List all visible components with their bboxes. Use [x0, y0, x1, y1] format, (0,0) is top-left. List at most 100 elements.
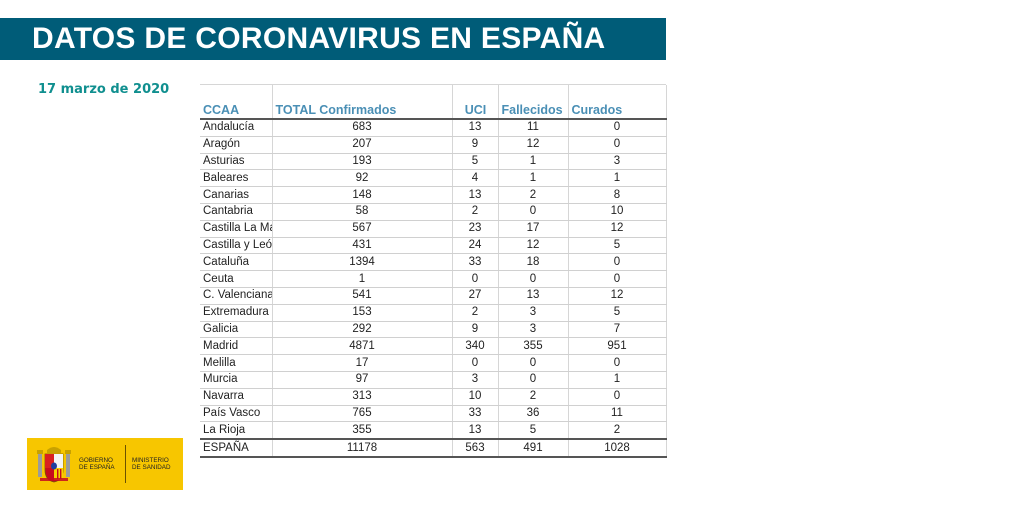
cell-fallecidos: 0 [498, 203, 569, 221]
cell-curados: 1 [568, 371, 667, 389]
cell-name: Cantabria [200, 203, 273, 221]
cell-fallecidos: 5 [498, 421, 569, 440]
cell-name: Madrid [200, 337, 273, 356]
cell-confirmados: 17 [272, 354, 453, 372]
cell-name: C. Valenciana [200, 287, 273, 305]
cell-curados: 1 [568, 169, 667, 188]
cell-name: Canarias [200, 186, 273, 204]
table-row: Murcia 97 3 0 1 [200, 371, 667, 389]
cell-confirmados: 207 [272, 136, 453, 154]
cell-name: Melilla [200, 354, 273, 372]
cell-fallecidos: 0 [498, 371, 569, 389]
cell-fallecidos: 0 [498, 270, 569, 288]
cell-confirmados: 313 [272, 388, 453, 406]
table-row: Melilla 17 0 0 0 [200, 354, 667, 372]
cell-name: ESPAÑA [200, 438, 273, 458]
cell-curados: 0 [568, 119, 667, 137]
table-row: Castilla La Ma 567 23 17 12 [200, 220, 667, 238]
cell-curados: 0 [568, 388, 667, 406]
cell-fallecidos: 13 [498, 287, 569, 305]
table-row: Madrid 4871 340 355 951 [200, 337, 667, 356]
table-row: País Vasco 765 33 36 11 [200, 405, 667, 423]
cell-name: Asturias [200, 153, 273, 171]
cell-curados: 951 [568, 337, 667, 356]
cell-uci: 0 [452, 270, 499, 288]
cell-fallecidos: 12 [498, 136, 569, 154]
cell-name: Ceuta [200, 270, 273, 288]
cell-curados: 0 [568, 136, 667, 154]
cell-confirmados: 431 [272, 237, 453, 255]
ministry-logo: GOBIERNO DE ESPAÑA MINISTERIO DE SANIDAD [27, 438, 183, 490]
logo-divider [125, 445, 126, 483]
cell-fallecidos: 1 [498, 169, 569, 188]
table-row: Cataluña 1394 33 18 0 [200, 253, 667, 272]
cell-uci: 33 [452, 405, 499, 423]
table-row: Galicia 292 9 3 7 [200, 321, 667, 339]
cell-confirmados: 1 [272, 270, 453, 288]
cell-fallecidos: 2 [498, 388, 569, 406]
cell-uci: 10 [452, 388, 499, 406]
table-row: Aragón 207 9 12 0 [200, 136, 667, 154]
cell-name: Aragón [200, 136, 273, 154]
cell-confirmados: 292 [272, 321, 453, 339]
column-header-curados: Curados [568, 85, 667, 120]
cell-curados: 5 [568, 304, 667, 322]
cell-uci: 3 [452, 371, 499, 389]
cell-confirmados: 683 [272, 119, 453, 137]
cell-fallecidos: 11 [498, 119, 569, 137]
table-row: Cantabria 58 2 0 10 [200, 203, 667, 221]
column-header-ccaa: CCAA [200, 85, 273, 120]
cell-fallecidos: 491 [498, 438, 569, 458]
table-row: Extremadura 153 2 3 5 [200, 304, 667, 322]
cell-name: Baleares [200, 169, 273, 188]
table-row: Ceuta 1 0 0 0 [200, 270, 667, 288]
cell-curados: 7 [568, 321, 667, 339]
cell-curados: 12 [568, 220, 667, 238]
cell-uci: 33 [452, 253, 499, 272]
cell-curados: 2 [568, 421, 667, 440]
cell-uci: 563 [452, 438, 499, 458]
cell-curados: 0 [568, 253, 667, 272]
cell-uci: 13 [452, 119, 499, 137]
cell-curados: 8 [568, 186, 667, 204]
cell-fallecidos: 36 [498, 405, 569, 423]
cell-name: Andalucía [200, 119, 273, 137]
cell-confirmados: 541 [272, 287, 453, 305]
cell-name: Castilla La Ma [200, 220, 273, 238]
cell-curados: 1028 [568, 438, 667, 458]
cell-fallecidos: 2 [498, 186, 569, 204]
cell-uci: 23 [452, 220, 499, 238]
cell-uci: 2 [452, 203, 499, 221]
cell-uci: 13 [452, 186, 499, 204]
table-row: Baleares 92 4 1 1 [200, 169, 667, 188]
table-row: C. Valenciana 541 27 13 12 [200, 287, 667, 305]
cell-name: Cataluña [200, 253, 273, 272]
cell-uci: 9 [452, 321, 499, 339]
table-row: Asturias 193 5 1 3 [200, 153, 667, 171]
cell-confirmados: 58 [272, 203, 453, 221]
table-row: Navarra 313 10 2 0 [200, 388, 667, 406]
data-table: CCAA TOTAL Confirmados UCI Fallecidos Cu… [200, 85, 667, 458]
cell-curados: 0 [568, 270, 667, 288]
report-date: 17 marzo de 2020 [38, 82, 170, 97]
cell-name: Galicia [200, 321, 273, 339]
cell-fallecidos: 3 [498, 304, 569, 322]
cell-curados: 12 [568, 287, 667, 305]
table-row: Castilla y León 431 24 12 5 [200, 237, 667, 255]
cell-fallecidos: 17 [498, 220, 569, 238]
cell-confirmados: 4871 [272, 337, 453, 356]
cell-uci: 2 [452, 304, 499, 322]
column-header-confirmados: TOTAL Confirmados [272, 85, 453, 120]
table-header-row: CCAA TOTAL Confirmados UCI Fallecidos Cu… [200, 85, 667, 120]
cell-fallecidos: 3 [498, 321, 569, 339]
table-total-row: ESPAÑA 11178 563 491 1028 [200, 438, 667, 458]
cell-confirmados: 1394 [272, 253, 453, 272]
cell-uci: 4 [452, 169, 499, 188]
cell-confirmados: 92 [272, 169, 453, 188]
cell-name: La Rioja [200, 421, 273, 440]
cell-name: Navarra [200, 388, 273, 406]
cell-confirmados: 153 [272, 304, 453, 322]
cell-curados: 10 [568, 203, 667, 221]
cell-confirmados: 355 [272, 421, 453, 440]
page-title: DATOS DE CORONAVIRUS EN ESPAÑA [32, 22, 606, 55]
